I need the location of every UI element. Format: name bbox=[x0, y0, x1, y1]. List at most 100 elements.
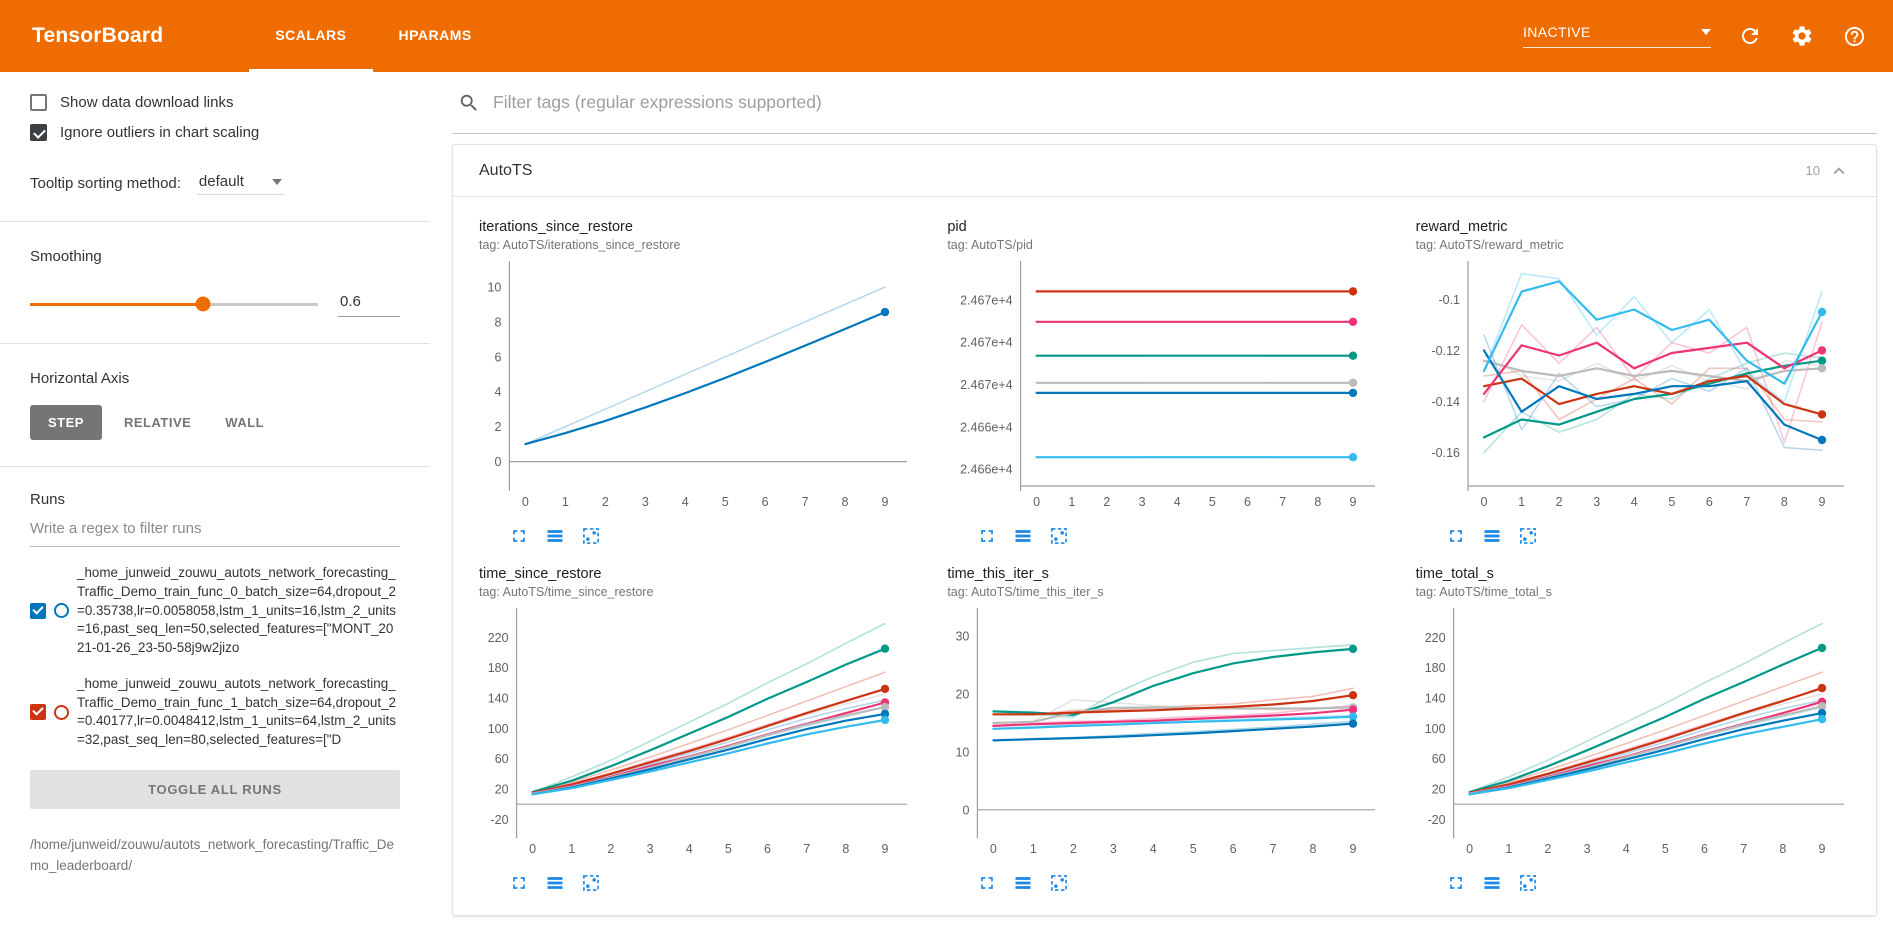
ignore-outliers-checkbox[interactable] bbox=[30, 124, 47, 141]
chart-tag: tag: AutoTS/time_this_iter_s bbox=[947, 585, 1104, 599]
fit-domain-icon[interactable] bbox=[1049, 873, 1069, 893]
svg-text:-0.14: -0.14 bbox=[1431, 395, 1460, 409]
svg-text:4: 4 bbox=[1622, 842, 1629, 856]
svg-text:1: 1 bbox=[1518, 495, 1525, 509]
svg-text:100: 100 bbox=[488, 722, 509, 736]
chart-toolbar bbox=[1446, 526, 1850, 546]
tab-scalars[interactable]: SCALARS bbox=[249, 0, 373, 72]
chart-card: time_since_restore tag: AutoTS/time_since… bbox=[479, 566, 913, 893]
divider bbox=[0, 221, 430, 222]
svg-text:0: 0 bbox=[494, 455, 501, 469]
run-selector-icon[interactable] bbox=[1482, 526, 1502, 546]
chart-toolbar bbox=[1446, 873, 1850, 893]
chart-plot[interactable]: -20 20 60 100 140 180 220 0 1 2 3 4 5 6 7 8 9 bbox=[479, 603, 913, 871]
run-selector-icon[interactable] bbox=[545, 526, 565, 546]
fit-domain-icon[interactable] bbox=[581, 873, 601, 893]
tooltip-sorting-select[interactable]: default bbox=[196, 171, 284, 195]
svg-text:0: 0 bbox=[963, 803, 970, 817]
run-label[interactable]: _home_junweid_zouwu_autots_network_forec… bbox=[77, 675, 396, 748]
run-solo-radio[interactable] bbox=[54, 603, 69, 619]
svg-text:9: 9 bbox=[882, 495, 889, 509]
autots-card-header[interactable]: AutoTS 10 bbox=[453, 145, 1876, 197]
svg-text:0: 0 bbox=[529, 842, 536, 856]
expand-chart-icon[interactable] bbox=[1446, 526, 1466, 546]
svg-text:3: 3 bbox=[642, 495, 649, 509]
svg-text:-20: -20 bbox=[491, 813, 509, 827]
header-actions: INACTIVE bbox=[1523, 23, 1867, 49]
runs-filter-input[interactable] bbox=[30, 512, 400, 547]
ignore-outliers-label: Ignore outliers in chart scaling bbox=[60, 124, 260, 141]
svg-text:0: 0 bbox=[1480, 495, 1487, 509]
svg-text:4: 4 bbox=[1150, 842, 1157, 856]
chart-plot[interactable]: 0 10 20 30 0 1 2 3 4 5 6 7 8 9 bbox=[947, 603, 1381, 871]
slider-thumb[interactable] bbox=[195, 296, 211, 312]
chart-plot[interactable]: 2.467e+4 2.467e+4 2.467e+4 2.466e+4 2.466e+4… bbox=[947, 256, 1381, 524]
svg-text:7: 7 bbox=[1740, 842, 1747, 856]
card-title: AutoTS bbox=[479, 161, 533, 179]
axis-wall-button[interactable]: WALL bbox=[213, 405, 276, 440]
svg-text:2.467e+4: 2.467e+4 bbox=[960, 336, 1013, 350]
chart-plot[interactable]: -20 20 60 100 140 180 220 0 1 2 3 4 5 6 7 8 9 bbox=[1416, 603, 1850, 871]
axis-step-button[interactable]: STEP bbox=[30, 405, 102, 440]
settings-icon[interactable] bbox=[1789, 23, 1815, 49]
axis-relative-button[interactable]: RELATIVE bbox=[112, 405, 203, 440]
svg-text:220: 220 bbox=[1424, 631, 1445, 645]
svg-text:9: 9 bbox=[882, 842, 889, 856]
runs-log-path: /home/junweid/zouwu/autots_network_forec… bbox=[30, 836, 394, 873]
run-selector-icon[interactable] bbox=[1482, 873, 1502, 893]
tab-hparams[interactable]: HPARAMS bbox=[398, 26, 472, 43]
svg-text:9: 9 bbox=[1818, 842, 1825, 856]
svg-text:9: 9 bbox=[1350, 842, 1357, 856]
expand-chart-icon[interactable] bbox=[509, 873, 529, 893]
chart-toolbar bbox=[509, 526, 913, 546]
svg-text:3: 3 bbox=[1583, 842, 1590, 856]
smoothing-slider[interactable] bbox=[30, 296, 318, 312]
svg-text:-20: -20 bbox=[1427, 813, 1445, 827]
expand-chart-icon[interactable] bbox=[977, 873, 997, 893]
search-icon bbox=[460, 94, 477, 111]
fit-domain-icon[interactable] bbox=[1518, 526, 1538, 546]
fit-domain-icon[interactable] bbox=[1518, 873, 1538, 893]
chart-plot[interactable]: 0 2 4 6 8 10 0 1 2 3 4 5 6 7 8 9 bbox=[479, 256, 913, 524]
chart-title: pid bbox=[947, 219, 967, 235]
expand-chart-icon[interactable] bbox=[1446, 873, 1466, 893]
run-label[interactable]: _home_junweid_zouwu_autots_network_forec… bbox=[77, 565, 396, 656]
svg-text:2: 2 bbox=[607, 842, 614, 856]
svg-text:7: 7 bbox=[803, 842, 810, 856]
expand-chart-icon[interactable] bbox=[977, 526, 997, 546]
toggle-all-runs-button[interactable]: TOGGLE ALL RUNS bbox=[30, 769, 400, 809]
smoothing-value-input[interactable]: 0.6 bbox=[338, 291, 400, 317]
svg-text:5: 5 bbox=[1209, 495, 1216, 509]
fit-domain-icon[interactable] bbox=[1049, 526, 1069, 546]
show-download-links-checkbox[interactable] bbox=[30, 94, 47, 111]
run-visibility-checkbox[interactable] bbox=[30, 704, 46, 721]
tag-filter-input[interactable] bbox=[493, 92, 1871, 113]
run-selector-icon[interactable] bbox=[545, 873, 565, 893]
svg-text:5: 5 bbox=[1190, 842, 1197, 856]
svg-text:1: 1 bbox=[1505, 842, 1512, 856]
status-dropdown[interactable]: INACTIVE bbox=[1523, 24, 1711, 48]
chart-card: iterations_since_restore tag: AutoTS/iter… bbox=[479, 219, 913, 546]
collapse-icon[interactable] bbox=[1828, 160, 1850, 182]
expand-chart-icon[interactable] bbox=[509, 526, 529, 546]
svg-text:60: 60 bbox=[1431, 752, 1445, 766]
svg-text:2: 2 bbox=[494, 420, 501, 434]
svg-text:8: 8 bbox=[1315, 495, 1322, 509]
tab-bar: SCALARS HPARAMS bbox=[249, 0, 497, 72]
help-icon[interactable] bbox=[1841, 23, 1867, 49]
run-selector-icon[interactable] bbox=[1013, 526, 1033, 546]
run-selector-icon[interactable] bbox=[1013, 873, 1033, 893]
svg-text:1: 1 bbox=[1030, 842, 1037, 856]
svg-text:-0.12: -0.12 bbox=[1431, 344, 1460, 358]
fit-domain-icon[interactable] bbox=[581, 526, 601, 546]
chart-card: time_this_iter_s tag: AutoTS/time_this_it… bbox=[947, 566, 1381, 893]
svg-text:9: 9 bbox=[1818, 495, 1825, 509]
chart-plot[interactable]: -0.1 -0.12 -0.14 -0.16 0 1 2 3 4 5 6 7 8 9 bbox=[1416, 256, 1850, 524]
chart-title: reward_metric bbox=[1415, 219, 1508, 235]
run-row: _home_junweid_zouwu_autots_network_forec… bbox=[30, 675, 400, 750]
refresh-icon[interactable] bbox=[1737, 23, 1763, 49]
svg-text:4: 4 bbox=[494, 385, 501, 399]
svg-text:9: 9 bbox=[1350, 495, 1357, 509]
run-visibility-checkbox[interactable] bbox=[30, 602, 46, 619]
run-solo-radio[interactable] bbox=[54, 704, 69, 720]
